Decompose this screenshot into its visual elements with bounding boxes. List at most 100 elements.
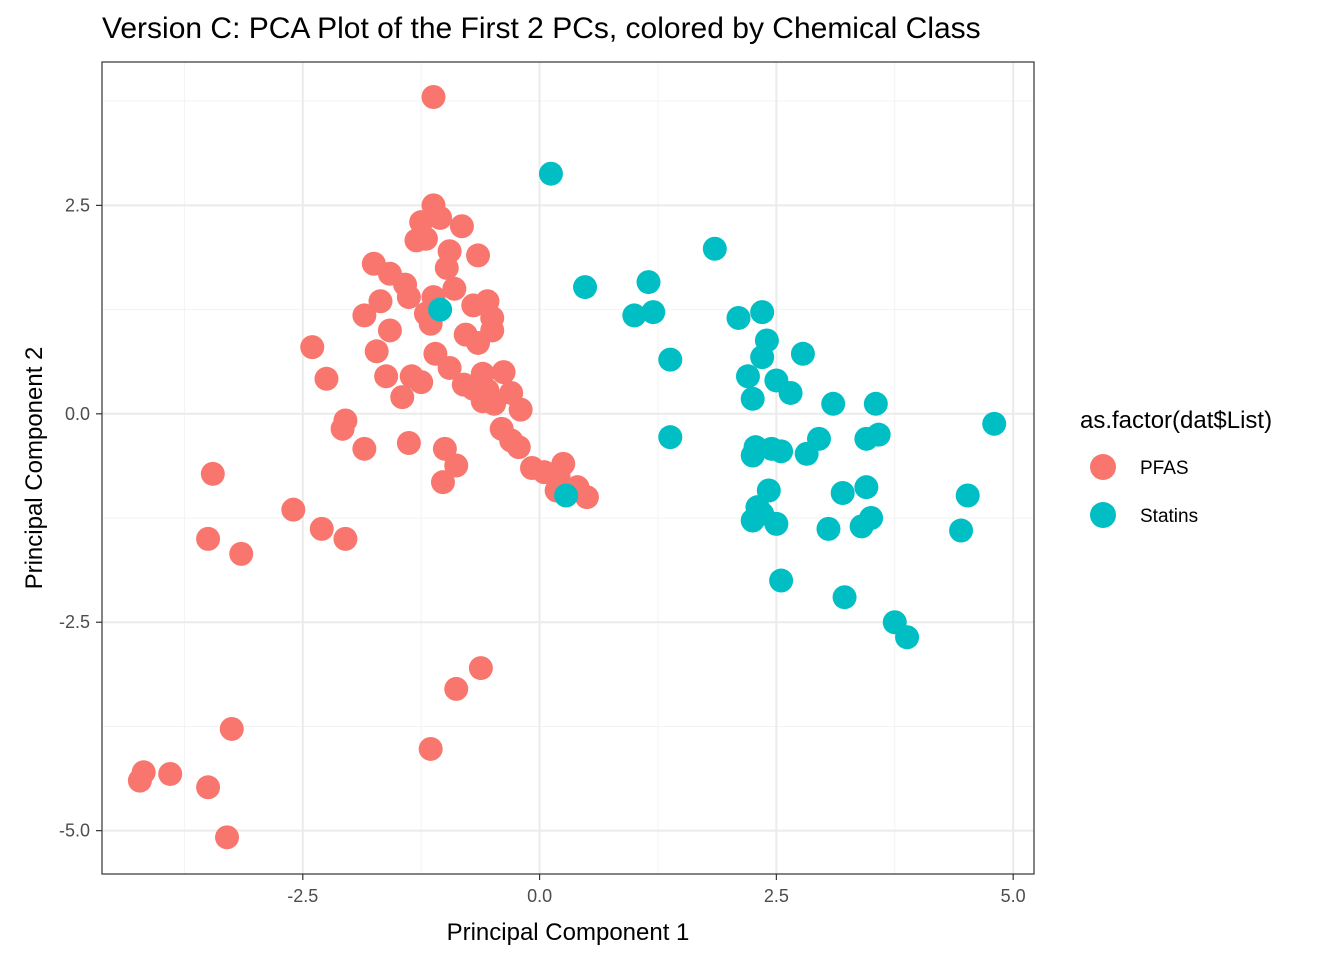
statins-point (622, 303, 647, 328)
y-axis: -5.0 -2.5 0.0 2.5 (59, 195, 102, 841)
plot-border (101, 61, 1035, 875)
pfas-point (352, 303, 377, 328)
statins-point (790, 341, 815, 366)
statins-point (740, 386, 765, 411)
pfas-point (215, 825, 240, 850)
pfas-point (396, 285, 421, 310)
pfas-point (219, 716, 244, 741)
legend-title: as.factor(dat$List) (1080, 407, 1272, 434)
statins-point (702, 236, 727, 261)
pfas-point (200, 461, 225, 486)
legend-items: PFAS Statins (1090, 454, 1198, 528)
statins-point (538, 161, 563, 186)
pfas-point (468, 656, 493, 681)
plot-panel (101, 61, 1035, 875)
statins-point (428, 297, 453, 322)
statins-point (641, 300, 666, 325)
pfas-point (196, 526, 221, 551)
statins-point (658, 425, 683, 450)
pfas-point (377, 318, 402, 343)
x-tick-label: -2.5 (287, 886, 318, 906)
y-tick-label: -2.5 (59, 612, 90, 632)
legend-label-statins: Statins (1140, 506, 1198, 527)
statins-point (735, 364, 760, 389)
statins-point (830, 481, 855, 506)
pfas-point (428, 205, 453, 230)
statins-point (554, 483, 579, 508)
pfas-point (364, 339, 389, 364)
pfas-point (300, 335, 325, 360)
statins-point (769, 439, 794, 464)
pfas-point (466, 330, 491, 355)
pfas-point (352, 436, 377, 461)
legend-key-statins (1090, 502, 1116, 528)
pfas-point (196, 775, 221, 800)
statins-point (832, 585, 857, 610)
pfas-point (413, 226, 438, 251)
pfas-point (330, 416, 355, 441)
statins-point (769, 568, 794, 593)
pfas-point (508, 397, 533, 422)
pfas-point (127, 768, 152, 793)
pfas-point (506, 435, 531, 460)
y-tick-label: 0.0 (65, 404, 90, 424)
statins-point (955, 483, 980, 508)
pfas-point (409, 370, 434, 395)
statins-point (764, 511, 789, 536)
y-tick-label: -5.0 (59, 821, 90, 841)
statins-point (821, 391, 846, 416)
statins-point (794, 441, 819, 466)
x-tick-label: 2.5 (764, 886, 789, 906)
statins-point (816, 516, 841, 541)
statins-point (726, 305, 751, 330)
statins-point (849, 514, 874, 539)
x-tick-label: 5.0 (1001, 886, 1026, 906)
statins-point (778, 380, 803, 405)
pfas-point (368, 289, 393, 314)
pfas-point (229, 541, 254, 566)
statins-point (750, 345, 775, 370)
pfas-point (444, 676, 469, 701)
statins-point (866, 422, 891, 447)
y-tick-label: 2.5 (65, 195, 90, 215)
chart-title: Version C: PCA Plot of the First 2 PCs, … (102, 12, 981, 45)
legend: as.factor(dat$List) PFAS Statins (1080, 407, 1272, 528)
statins-point (636, 270, 661, 295)
x-axis-title: Principal Component 1 (447, 919, 690, 946)
pfas-point (449, 214, 474, 239)
pfas-point (333, 526, 358, 551)
pfas-point (309, 516, 334, 541)
statins-point (740, 508, 765, 533)
statins-point (982, 411, 1007, 436)
pfas-point (314, 366, 339, 391)
pfas-point (574, 485, 599, 510)
statins-point (658, 347, 683, 372)
statins-point (740, 443, 765, 468)
pfas-point (390, 385, 415, 410)
pfas-point (418, 736, 443, 761)
statins-point (863, 391, 888, 416)
pfas-point (434, 255, 459, 280)
pfas-point (442, 276, 467, 301)
pfas-point (466, 243, 491, 268)
statins-point (573, 275, 598, 300)
pfas-point (158, 761, 183, 786)
x-tick-label: 0.0 (527, 886, 552, 906)
pfas-point (437, 355, 462, 380)
pfas-point (430, 470, 455, 495)
y-axis-title: Principal Component 2 (21, 347, 48, 590)
legend-key-pfas (1090, 454, 1116, 480)
pfas-point (396, 430, 421, 455)
pfas-point (444, 453, 469, 478)
pfas-point (482, 391, 507, 416)
legend-label-pfas: PFAS (1140, 458, 1189, 479)
statins-point (750, 300, 775, 325)
pfas-point (491, 360, 516, 385)
data-points (127, 85, 1007, 850)
pfas-point (421, 85, 446, 110)
pfas-point (281, 497, 306, 522)
statins-point (854, 475, 879, 500)
statins-point (895, 625, 920, 650)
pfas-point (374, 364, 399, 389)
